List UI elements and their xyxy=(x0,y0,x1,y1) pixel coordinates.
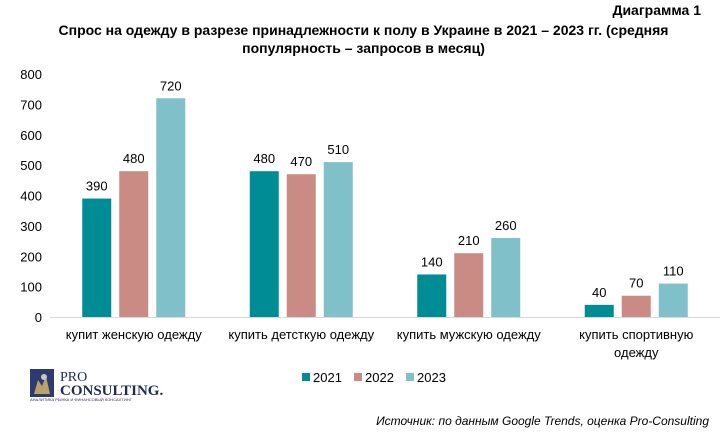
data-label: 110 xyxy=(663,264,684,279)
x-category-label: купить детсткую одежду xyxy=(228,327,374,342)
data-label: 480 xyxy=(253,151,275,166)
data-label: 510 xyxy=(327,142,349,157)
legend-label: 2021 xyxy=(313,370,342,385)
data-label: 210 xyxy=(458,233,480,248)
pro-consulting-logo: PRO CONSULTING. АНАЛИТИКА РЫНКА И ФИНАНС… xyxy=(30,368,190,402)
data-label: 140 xyxy=(421,254,443,269)
legend-label: 2023 xyxy=(417,370,446,385)
y-tick-label: 500 xyxy=(20,158,42,173)
bar xyxy=(417,274,447,317)
legend-label: 2022 xyxy=(365,370,394,385)
bar xyxy=(323,162,353,317)
y-tick-label: 100 xyxy=(20,280,42,295)
logo-text-pro: PRO xyxy=(60,370,87,385)
bar xyxy=(82,198,112,317)
y-tick-label: 700 xyxy=(20,97,42,112)
y-tick-label: 0 xyxy=(35,310,42,325)
chart-title: Спрос на одежду в разрезе принадлежности… xyxy=(0,21,727,57)
bar xyxy=(584,304,614,317)
logo-tagline: АНАЛИТИКА РЫНКА И ФИНАНСОВЫЙ КОНСАЛТИНГ xyxy=(30,397,133,402)
data-label: 720 xyxy=(160,78,182,93)
chart-title-line-2: популярность – запросов в месяц) xyxy=(242,40,485,56)
legend-swatch xyxy=(354,373,362,381)
bar xyxy=(621,295,651,317)
y-tick-label: 300 xyxy=(20,219,42,234)
data-label: 260 xyxy=(495,218,517,233)
data-label: 40 xyxy=(592,285,606,300)
diagram-label: Диаграмма 1 xyxy=(612,2,701,18)
y-tick-label: 400 xyxy=(20,189,42,204)
y-tick-label: 600 xyxy=(20,128,42,143)
data-label: 390 xyxy=(86,179,108,194)
data-label: 470 xyxy=(290,154,312,169)
y-tick-label: 800 xyxy=(20,67,42,82)
bar xyxy=(286,174,316,317)
x-category-label: купит женскую одежду xyxy=(66,327,202,342)
bar xyxy=(119,171,149,317)
bar xyxy=(658,283,688,317)
source-note: Источник: по данным Google Trends, оценк… xyxy=(376,414,709,428)
y-tick-label: 200 xyxy=(20,249,42,264)
data-label: 70 xyxy=(629,276,643,291)
logo-text-consulting: CONSULTING. xyxy=(60,383,163,399)
x-category-label: купить спортивную одежду xyxy=(579,327,693,360)
bar xyxy=(491,238,521,317)
x-category-label: купить мужскую одежду xyxy=(397,327,541,342)
data-label: 480 xyxy=(123,151,145,166)
legend-swatch xyxy=(406,373,414,381)
bar xyxy=(454,253,484,317)
chart-title-line-1: Спрос на одежду в разрезе принадлежности… xyxy=(58,22,669,38)
legend-swatch xyxy=(302,373,310,381)
bar xyxy=(156,98,186,317)
bar xyxy=(249,171,279,317)
